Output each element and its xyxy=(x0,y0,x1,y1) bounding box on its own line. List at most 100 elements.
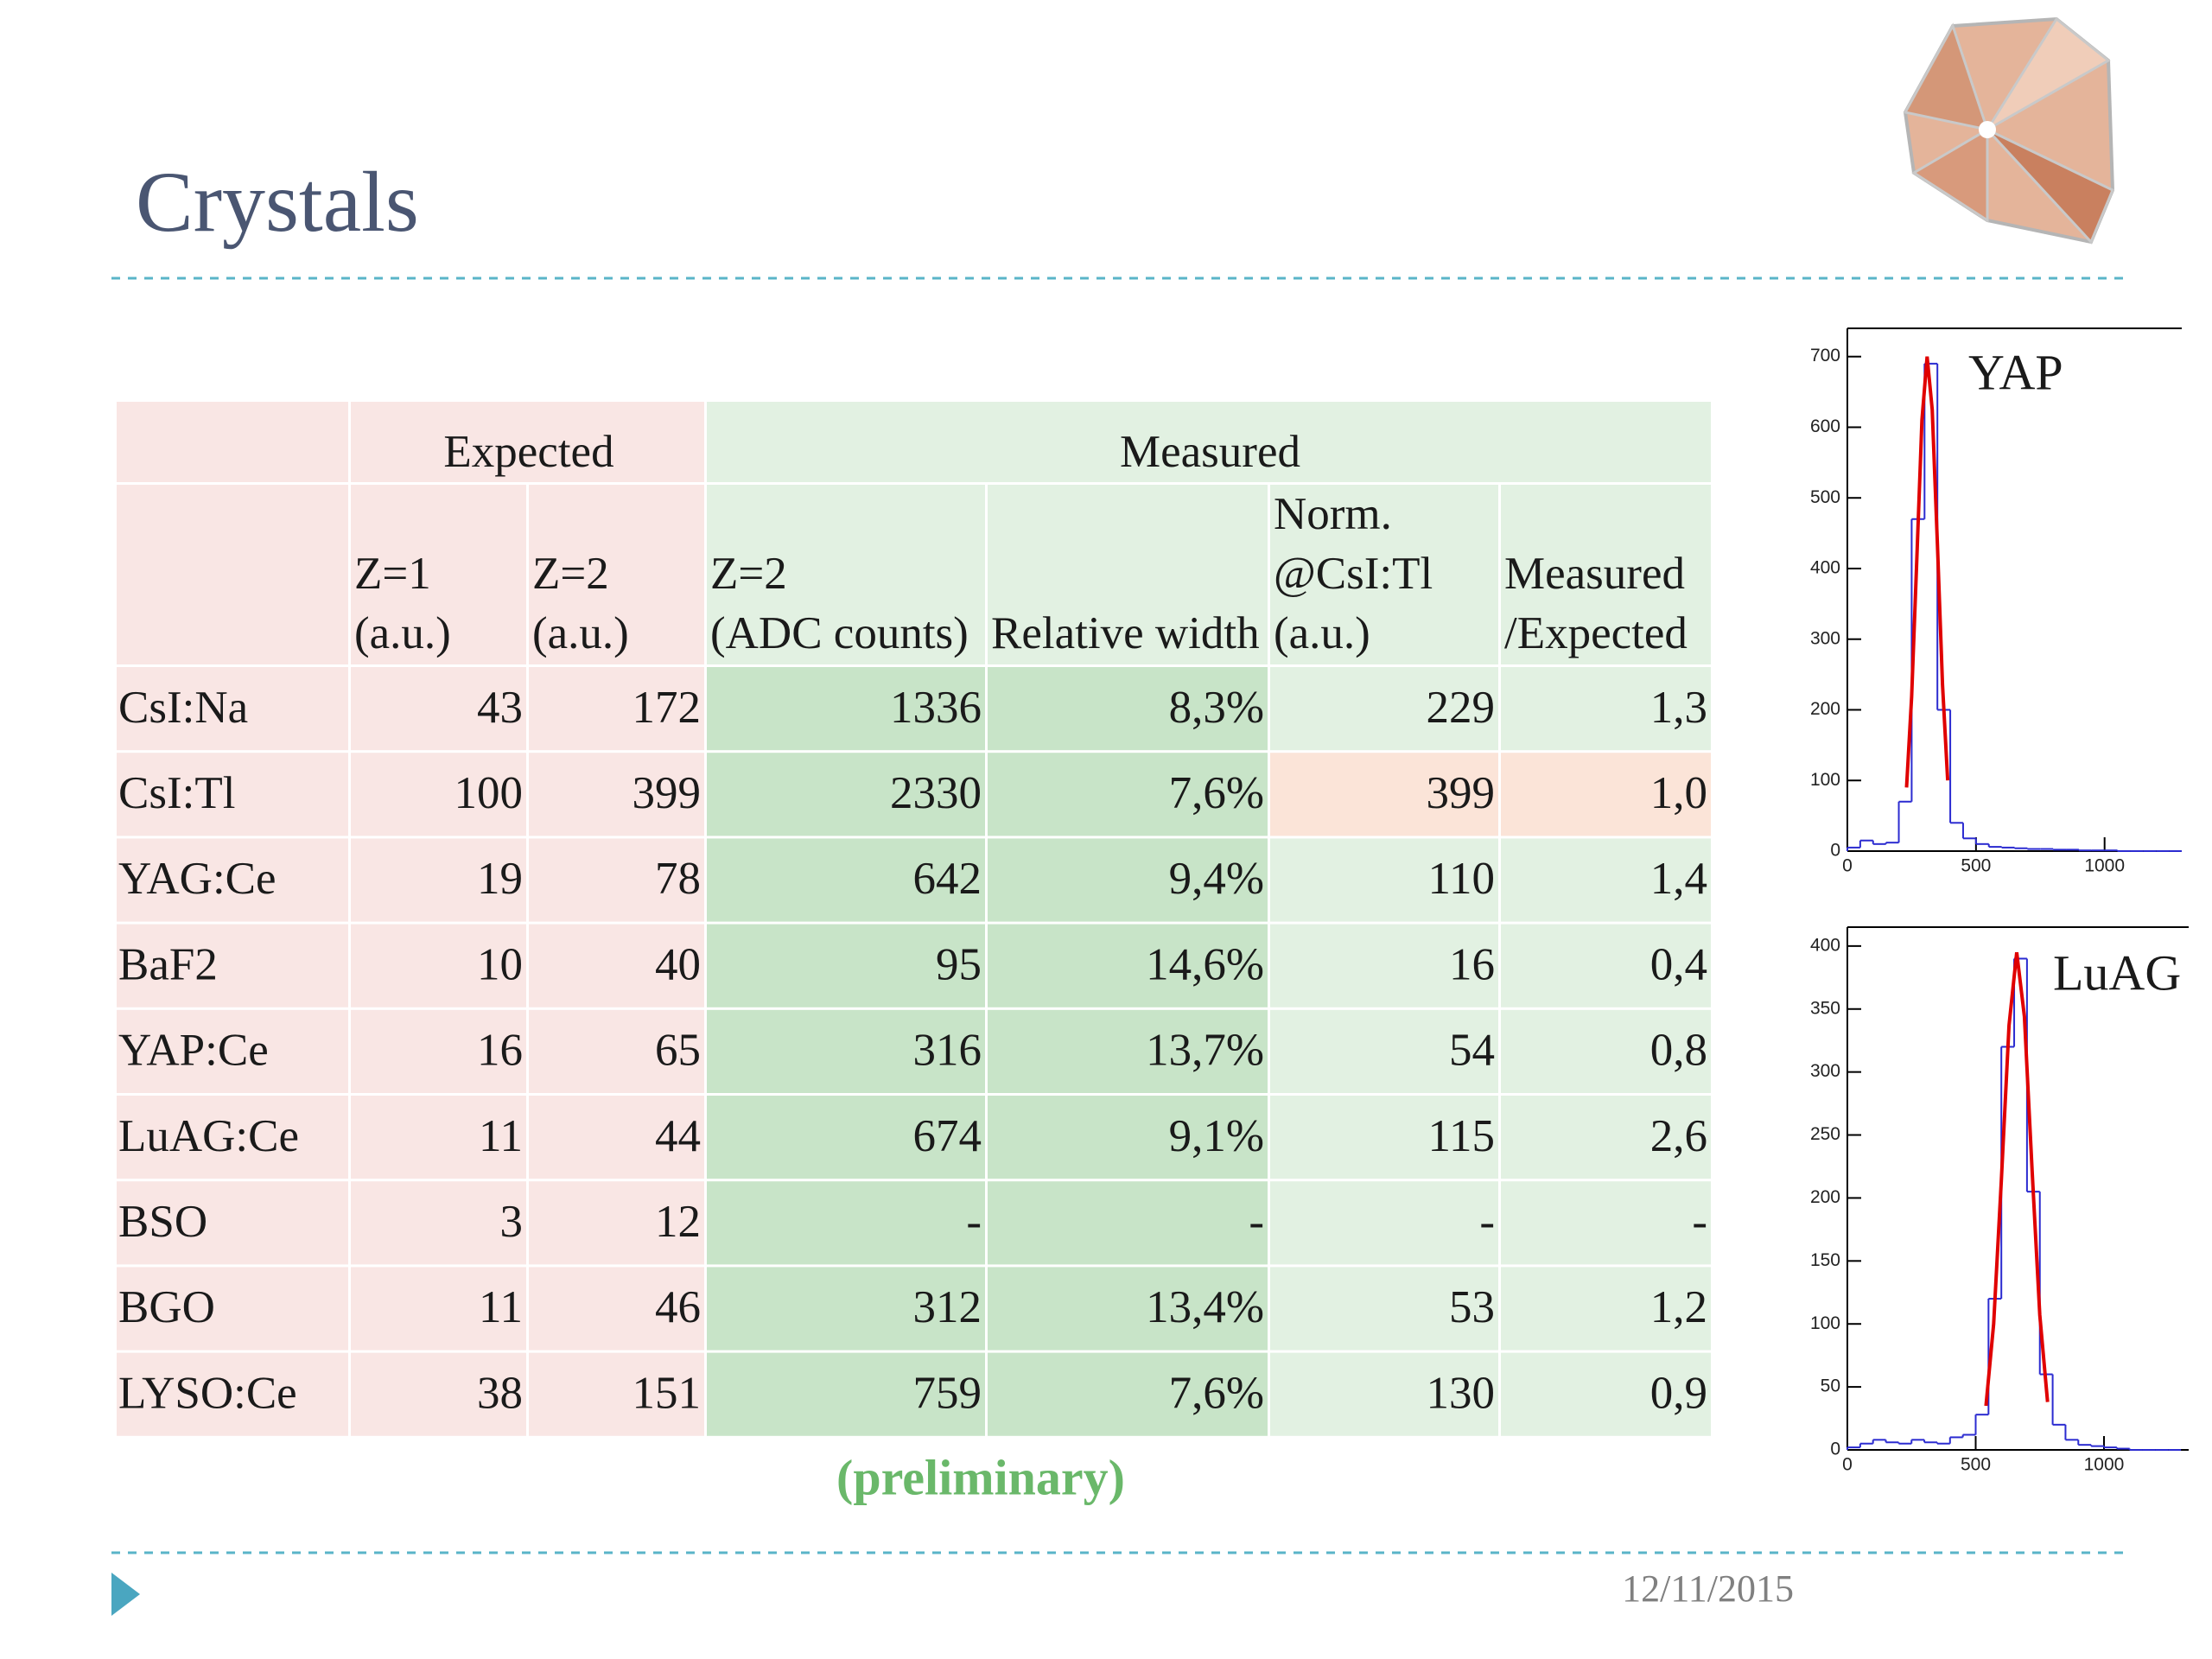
y-tick-label: 300 xyxy=(1810,1061,1840,1081)
table-cell xyxy=(707,402,1711,482)
table-cell xyxy=(117,1267,348,1351)
table-cell xyxy=(529,838,704,922)
table-cell xyxy=(529,753,704,836)
preliminary-note: (preliminary) xyxy=(836,1449,1125,1505)
table-value: 65 xyxy=(655,1026,701,1076)
table-value: 1,3 xyxy=(1650,683,1707,733)
table-cell xyxy=(1270,1096,1498,1179)
y-tick-label: 200 xyxy=(1810,1187,1840,1207)
footer-arrow xyxy=(111,1573,140,1616)
y-tick-label: 50 xyxy=(1821,1376,1840,1396)
group-header: Measured xyxy=(1120,427,1300,477)
table-cell xyxy=(351,838,526,922)
table-value: 78 xyxy=(655,854,701,904)
table-cell xyxy=(351,402,704,482)
row-label: BaF2 xyxy=(118,939,218,989)
table-cell xyxy=(707,485,985,664)
table-cell xyxy=(1501,1096,1711,1179)
x-tick-label: 1000 xyxy=(2084,1455,2125,1475)
table-cell xyxy=(707,753,985,836)
table-cell xyxy=(351,667,526,751)
y-tick-label: 100 xyxy=(1810,1313,1840,1333)
table-cell xyxy=(1270,838,1498,922)
table-cell xyxy=(1501,753,1711,836)
table-value: - xyxy=(966,1197,982,1247)
table-value: 46 xyxy=(655,1282,701,1332)
table-cell xyxy=(1501,1267,1711,1351)
column-header: (a.u.) xyxy=(532,608,629,658)
row-label: LuAG:Ce xyxy=(118,1111,299,1161)
table-cell xyxy=(529,924,704,1007)
table-cell xyxy=(1270,924,1498,1007)
table-value: 642 xyxy=(913,854,982,904)
row-label: BGO xyxy=(118,1282,215,1332)
y-tick-label: 300 xyxy=(1810,628,1840,648)
table-cell xyxy=(988,1181,1268,1265)
table-cell xyxy=(117,753,348,836)
table-cell xyxy=(707,1096,985,1179)
table-cell xyxy=(529,1009,704,1093)
table-cell xyxy=(988,1009,1268,1093)
table-cell xyxy=(117,1352,348,1436)
table-cell xyxy=(1501,485,1711,664)
table-value: 9,1% xyxy=(1169,1111,1264,1161)
column-header: (ADC counts) xyxy=(710,608,969,658)
table-value: 11 xyxy=(479,1282,523,1332)
table-cell xyxy=(707,1352,985,1436)
row-label: LYSO:Ce xyxy=(118,1368,297,1418)
table-value: 7,6% xyxy=(1169,1368,1264,1418)
table-value: 1336 xyxy=(890,683,982,733)
table-value: 312 xyxy=(913,1282,982,1332)
table-value: 53 xyxy=(1449,1282,1495,1332)
plot-label: YAP xyxy=(1968,344,2063,400)
table-cell xyxy=(988,753,1268,836)
table-cell xyxy=(707,1181,985,1265)
table-cell xyxy=(117,667,348,751)
table-value: 115 xyxy=(1427,1111,1495,1161)
table-value: 43 xyxy=(477,683,523,733)
column-header: Relative width xyxy=(991,608,1260,658)
group-header: Expected xyxy=(443,427,613,477)
table-cell xyxy=(707,924,985,1007)
table-value: 0,8 xyxy=(1650,1026,1707,1076)
table-cell xyxy=(529,1096,704,1179)
table-cell xyxy=(529,485,704,664)
column-header: Z=2 xyxy=(532,549,609,599)
table-cell xyxy=(1501,924,1711,1007)
y-tick-label: 200 xyxy=(1810,699,1840,719)
table-cell xyxy=(529,1267,704,1351)
logo xyxy=(1903,16,2115,245)
row-label: BSO xyxy=(118,1197,207,1247)
table-value: 13,7% xyxy=(1146,1026,1264,1076)
table-value: 14,6% xyxy=(1146,939,1264,989)
table-value: 0,9 xyxy=(1650,1368,1707,1418)
y-tick-label: 100 xyxy=(1810,770,1840,790)
plots: 0 100 200 300 400 500 600 700 0 500 1000 YAP 0 50 100 1… xyxy=(1810,327,2189,1475)
row-label: CsI:Na xyxy=(118,683,248,733)
y-tick-label: 700 xyxy=(1810,346,1840,365)
table-value: 54 xyxy=(1449,1026,1495,1076)
row-label: YAP:Ce xyxy=(118,1026,269,1076)
column-header: @CsI:Tl xyxy=(1274,549,1433,599)
table-cell xyxy=(351,485,526,664)
column-header: Measured xyxy=(1504,549,1685,599)
table-value: 19 xyxy=(477,854,523,904)
table-cell xyxy=(988,667,1268,751)
column-header: Z=2 xyxy=(710,549,787,599)
table-value: 130 xyxy=(1427,1368,1496,1418)
row-label: YAG:Ce xyxy=(118,854,276,904)
x-tick-label: 500 xyxy=(1961,856,1991,876)
table-value: 759 xyxy=(913,1368,982,1418)
table-cell xyxy=(351,753,526,836)
table-value: 2330 xyxy=(890,768,982,818)
table-cell xyxy=(1501,838,1711,922)
table-value: 9,4% xyxy=(1169,854,1264,904)
y-tick-label: 400 xyxy=(1810,558,1840,578)
x-tick-label: 0 xyxy=(1842,856,1853,876)
table-value: - xyxy=(1479,1197,1495,1247)
table-value: 3 xyxy=(500,1197,524,1247)
table-value: 44 xyxy=(655,1111,701,1161)
table-cell xyxy=(1501,667,1711,751)
table-cell xyxy=(351,1267,526,1351)
table-cell xyxy=(707,838,985,922)
